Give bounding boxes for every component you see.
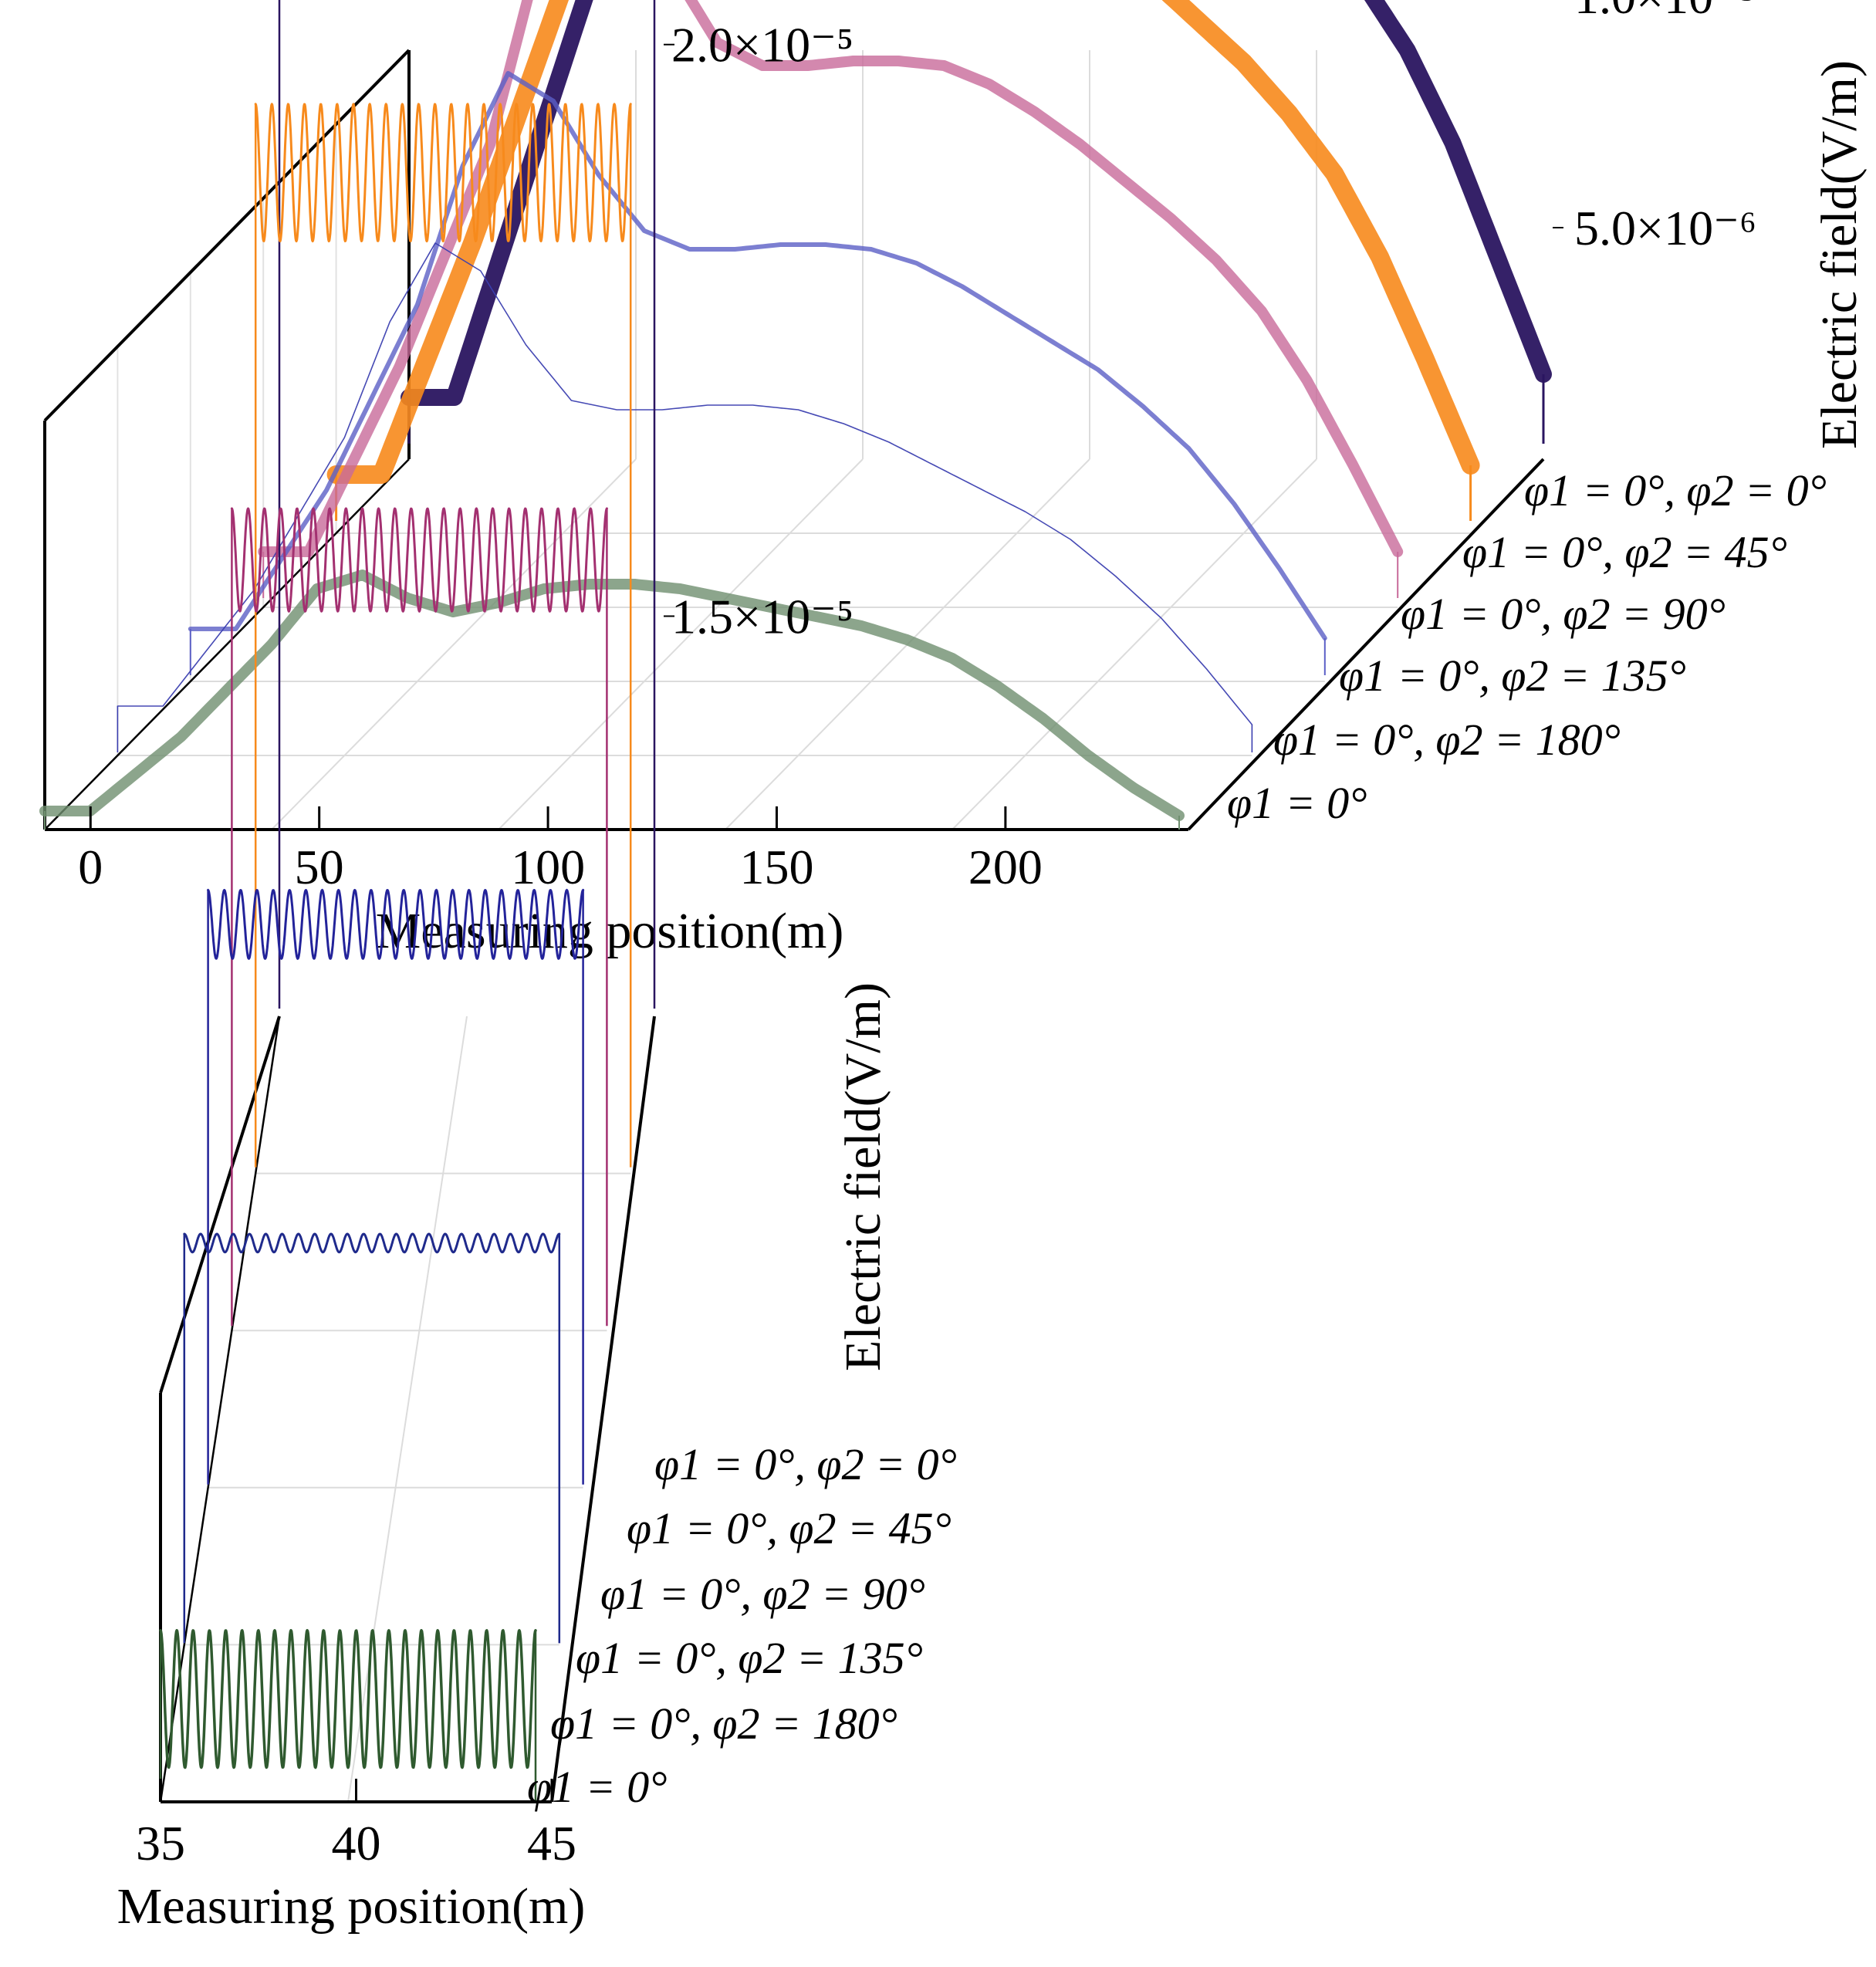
series-2 [230,507,608,1327]
axis-frame-line [550,1016,656,1803]
series-1 [254,103,632,1168]
z-axis-label: Electric field(V/m) [1811,60,1868,449]
series-label: φ1 = 0°, φ2 = 180° [1273,715,1621,765]
series-line [188,71,1327,640]
x-tick-label: 35 [136,1816,185,1871]
x-axis-label: Measuring position(m) [117,1878,586,1935]
series-0 [278,0,656,1009]
x-axis-label: Measuring position(m) [376,903,844,959]
series-label: φ1 = 0°, φ2 = 45° [627,1503,952,1553]
series-line [254,103,632,243]
x-tick-label: 150 [739,840,813,894]
series-5 [39,569,1185,830]
main-waterfall-chart: φ1 = 0°, φ2 = 0° φ1 = 0°, φ2 = 45° φ1 = 0°… [39,0,1868,959]
series-label: φ1 = 0°, φ2 = 90° [1401,589,1726,639]
z-tick-label: 1.5×10⁻⁵ [671,589,853,644]
z-tick-label: 1.0×10⁻⁵ [1574,0,1756,24]
floor-gridline [952,458,1317,830]
axis-frame-line [1187,458,1545,831]
series-label: φ1 = 0° [1227,778,1367,828]
series-label: φ1 = 0°, φ2 = 135° [1339,651,1686,701]
series-line [207,888,585,960]
floor-gridline [498,458,864,830]
x-tick-label: 100 [511,840,585,894]
series-label: φ1 = 0°, φ2 = 180° [550,1698,897,1749]
series-label: φ1 = 0°, φ2 = 0° [1524,465,1827,515]
x-tick-label: 200 [968,840,1043,894]
series-line [401,0,1552,406]
x-tick-label: 40 [332,1816,381,1871]
series-0 [401,0,1552,444]
z-tick-label: 5.0×10⁻⁶ [1574,201,1756,255]
series-label: φ1 = 0°, φ2 = 45° [1462,527,1787,577]
series-label: φ1 = 0°, φ2 = 135° [576,1633,923,1683]
series-line [258,0,1404,557]
axis-frame-line [43,49,411,422]
series-line [326,0,1480,484]
z-tick-label: 2.0×10⁻⁵ [671,18,853,73]
series-label: φ1 = 0°, φ2 = 0° [654,1439,957,1489]
series-label: φ1 = 0° [527,1762,667,1812]
series-label: φ1 = 0°, φ2 = 90° [600,1569,925,1619]
axis-frame-line [44,458,410,830]
series-3 [207,888,585,1485]
series-5 [159,1629,537,1802]
series-line [230,507,608,613]
x-tick-label: 45 [527,1816,576,1871]
zoom-waterfall-chart: φ1 = 0°, φ2 = 0° φ1 = 0°, φ2 = 45° φ1 = 0°… [117,0,957,1935]
series-2 [258,0,1404,598]
series-line [39,569,1185,821]
series-4 [117,242,1253,752]
series-line [159,1629,537,1769]
floor-gridline [347,1016,468,1803]
axis-frame-line [159,1016,281,1394]
series-line [117,242,1253,725]
series-3 [188,71,1327,675]
series-line [183,1232,561,1254]
x-tick-label: 50 [295,840,344,894]
x-tick-label: 0 [78,840,103,894]
z-axis-label: Electric field(V/m) [835,982,891,1371]
series-4 [183,1232,561,1644]
